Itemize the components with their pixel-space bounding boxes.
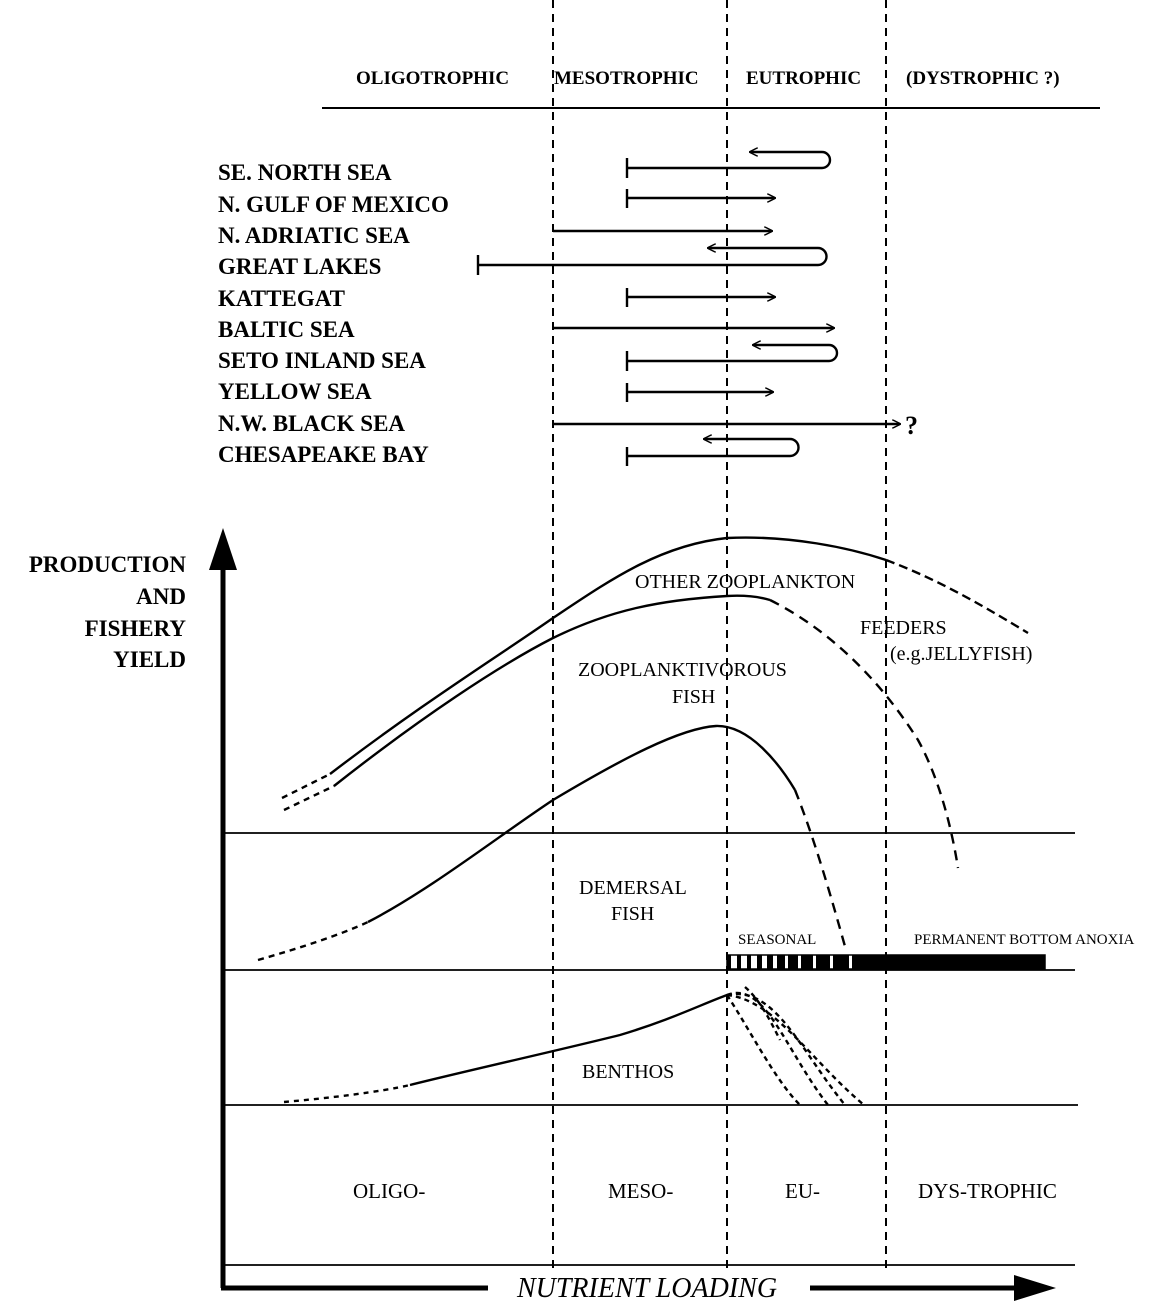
label-demersal: DEMERSAL	[579, 877, 687, 899]
trajectory-n-gulf-of-mexico	[625, 189, 775, 208]
bottom-label-eu: EU-	[785, 1179, 820, 1203]
bottom-label-meso: MESO-	[608, 1179, 673, 1203]
label-zooplanktivorous-fish: FISH	[672, 686, 715, 708]
bottom-label-dys: DYS-TROPHIC	[918, 1179, 1057, 1203]
y-axis-label-line3: FISHERY	[85, 616, 187, 641]
trajectory-se-north-sea	[625, 152, 832, 178]
header-oligotrophic: OLIGOTROPHIC	[356, 68, 509, 89]
trajectory-kattegat	[625, 288, 775, 307]
trajectory-great-lakes	[476, 248, 828, 275]
y-axis-arrowhead	[209, 528, 237, 570]
header-eutrophic: EUTROPHIC	[746, 68, 861, 89]
system-label: GREAT LAKES	[218, 254, 381, 279]
anoxia-bar	[726, 954, 1046, 970]
system-label: CHESAPEAKE BAY	[218, 442, 429, 467]
label-feeders: FEEDERS	[860, 617, 947, 639]
label-seasonal-anoxia: SEASONAL	[738, 932, 816, 948]
label-jellyfish: (e.g.JELLYFISH)	[890, 643, 1032, 665]
x-axis-label: NUTRIENT LOADING	[516, 1273, 777, 1303]
system-label: SETO INLAND SEA	[218, 348, 426, 373]
other-zooplankton-curve	[281, 536, 1029, 800]
y-axis-label-line1: PRODUCTION	[29, 552, 187, 577]
x-axis-arrowhead	[1014, 1275, 1056, 1301]
system-label: SE. NORTH SEA	[218, 160, 392, 185]
header-mesotrophic: MESOTROPHIC	[554, 68, 699, 89]
label-demersal-fish: FISH	[611, 903, 654, 925]
trajectory-seto-inland-sea	[625, 345, 839, 371]
zooplanktivorous-fish-curve	[283, 594, 960, 869]
system-label: N. ADRIATIC SEA	[218, 223, 410, 248]
system-label: N.W. BLACK SEA	[218, 411, 405, 436]
label-other-zooplankton: OTHER ZOOPLANKTON	[635, 571, 855, 593]
y-axis-label-line2: AND	[136, 584, 186, 609]
system-label: BALTIC SEA	[218, 317, 355, 342]
benthos-curve	[283, 986, 865, 1106]
header-dystrophic: (DYSTROPHIC ?)	[906, 68, 1060, 89]
system-label: KATTEGAT	[218, 286, 345, 311]
label-permanent-anoxia: PERMANENT BOTTOM ANOXIA	[914, 932, 1134, 948]
bottom-label-oligo: OLIGO-	[353, 1179, 425, 1203]
trajectory-yellow-sea	[625, 383, 773, 402]
label-zooplanktivorous: ZOOPLANKTIVOROUS	[578, 659, 787, 681]
trajectory-chesapeake-bay	[625, 439, 800, 466]
system-label: YELLOW SEA	[218, 379, 372, 404]
label-benthos: BENTHOS	[582, 1061, 674, 1083]
question-mark: ?	[905, 411, 918, 440]
y-axis-label-line4: YIELD	[113, 647, 186, 672]
system-label: N. GULF OF MEXICO	[218, 192, 449, 217]
demersal-fish-curve	[257, 724, 848, 962]
